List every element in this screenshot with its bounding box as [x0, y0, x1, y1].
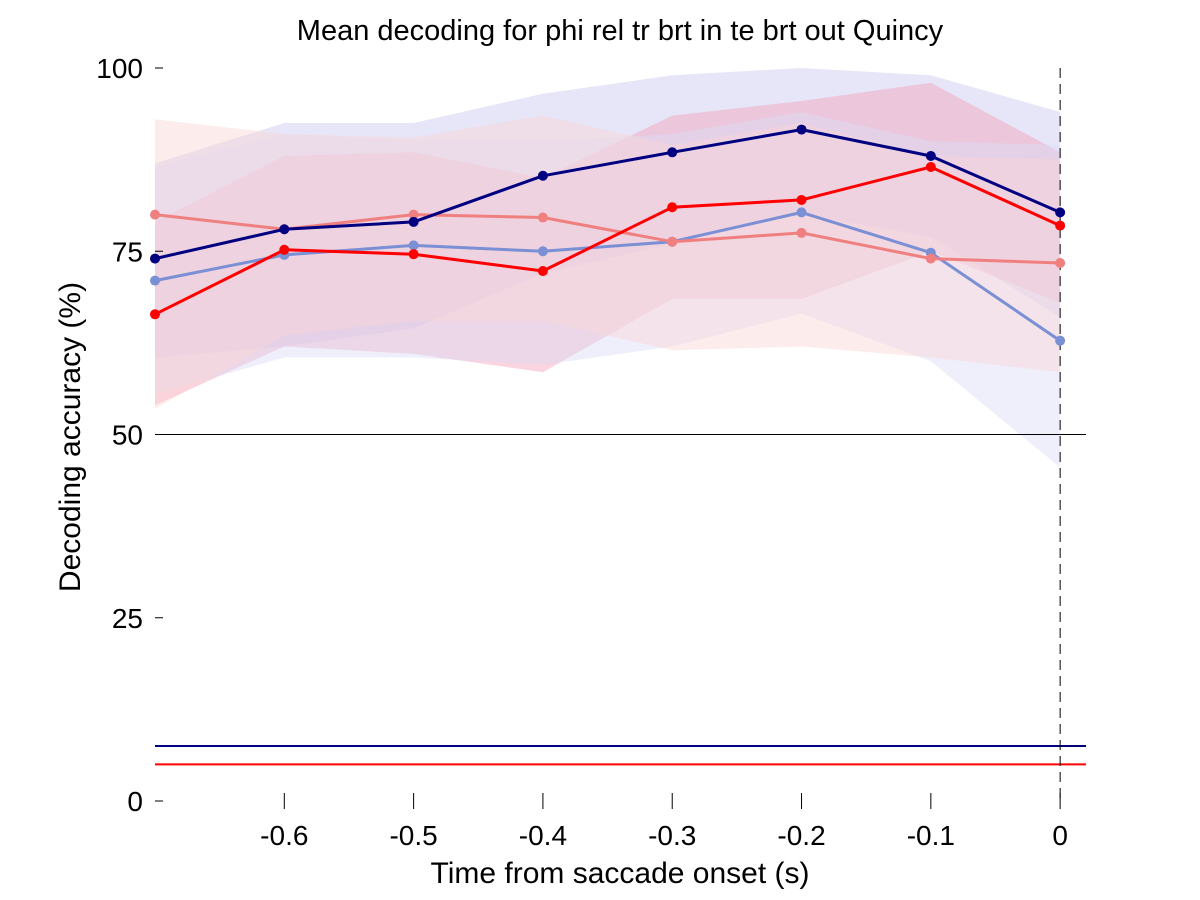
- series-2-point: [408, 249, 419, 260]
- y-tick-label: 25: [112, 603, 143, 634]
- x-tick-label: -0.5: [389, 820, 437, 851]
- series-4-point: [796, 227, 807, 238]
- series-2-line: [154, 165, 1061, 316]
- series-4-point: [537, 212, 548, 223]
- series-3-point: [408, 240, 419, 251]
- x-tick-label: -0.2: [777, 820, 825, 851]
- series-1-line: [154, 128, 1061, 261]
- x-tick-label: -0.1: [907, 820, 955, 851]
- series-2-point: [925, 161, 936, 172]
- x-axis-label: Time from saccade onset (s): [431, 857, 810, 890]
- x-tick-label: -0.3: [648, 820, 696, 851]
- x-tick-label: -0.4: [519, 820, 567, 851]
- series-3-point: [150, 275, 160, 286]
- series-2-point: [796, 194, 807, 205]
- y-tick-label: 0: [127, 786, 143, 817]
- series-1-point: [279, 224, 290, 235]
- series-1-band: [155, 68, 1061, 358]
- series-2-point: [150, 309, 160, 320]
- series-4-point: [408, 209, 419, 220]
- y-tick-label: 100: [96, 53, 143, 84]
- series-3-band: [155, 112, 1061, 468]
- series-2-point: [279, 244, 290, 255]
- series-2-point: [1055, 220, 1066, 231]
- series-1-point: [537, 170, 548, 181]
- series-1-point: [925, 150, 936, 161]
- x-tick-label: -0.6: [260, 820, 308, 851]
- series-2-point: [537, 266, 548, 277]
- confidence-bands: [155, 68, 1061, 468]
- y-tick-label: 75: [112, 236, 143, 267]
- reference-lines: [155, 68, 1086, 801]
- series-2-point: [667, 202, 678, 213]
- series-4-point: [925, 253, 936, 264]
- series-4-band: [155, 115, 1061, 409]
- series-1-point: [1055, 207, 1066, 218]
- series-1-point: [796, 124, 807, 135]
- axes: 0 25 50 75 100 -0.6 -0.5 -0.4 -0.3 -0.2 -0.1 0: [96, 53, 1068, 851]
- series-4-point: [150, 209, 160, 220]
- series-lines: [150, 124, 1066, 346]
- series-3-point: [537, 246, 548, 257]
- series-1-point: [408, 216, 419, 227]
- chart-title: Mean decoding for phi rel tr brt in te b…: [297, 15, 944, 47]
- series-4-point: [1055, 257, 1066, 268]
- x-tick-label: 0: [1052, 820, 1068, 851]
- series-1-point: [667, 147, 678, 158]
- series-4-point: [667, 236, 678, 247]
- y-axis-label: Decoding accuracy (%): [54, 282, 87, 592]
- series-2-band: [155, 82, 1061, 406]
- series-3-point: [1055, 335, 1066, 346]
- series-3-point: [796, 207, 807, 218]
- series-3-line: [154, 210, 1061, 342]
- series-1-point: [150, 253, 160, 264]
- y-tick-label: 50: [112, 420, 143, 451]
